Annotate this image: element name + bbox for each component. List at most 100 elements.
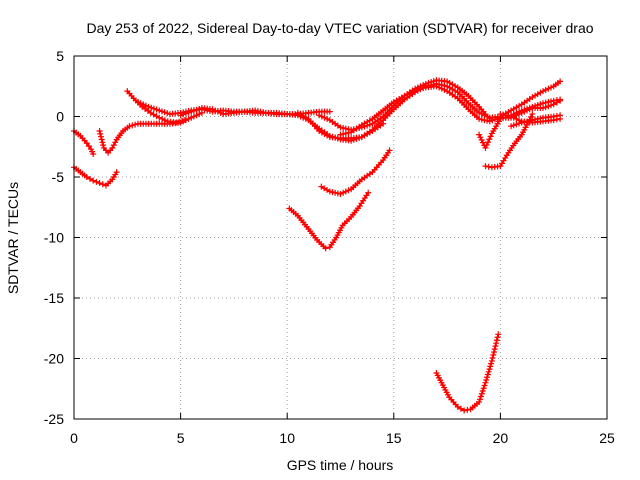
data-point — [140, 101, 147, 108]
data-point — [420, 85, 427, 92]
data-point — [454, 403, 461, 410]
data-point — [257, 108, 264, 115]
data-point — [476, 115, 483, 122]
data-point — [534, 102, 541, 109]
data-point — [485, 139, 492, 146]
data-point — [159, 115, 166, 122]
data-point — [90, 151, 97, 158]
data-point — [161, 117, 168, 124]
data-point — [477, 393, 484, 400]
data-point — [486, 118, 493, 125]
data-point — [494, 334, 501, 341]
data-point — [100, 142, 107, 149]
data-point — [484, 117, 491, 124]
data-point — [188, 114, 195, 121]
data-point — [476, 396, 483, 403]
data-point — [185, 109, 192, 116]
data-point — [485, 368, 492, 375]
data-point — [182, 110, 189, 117]
data-point — [412, 86, 419, 93]
data-point — [260, 109, 267, 116]
data-point — [340, 124, 347, 131]
data-point — [433, 83, 440, 90]
data-point — [483, 142, 490, 149]
data-point — [156, 114, 163, 121]
data-point — [326, 108, 333, 115]
data-point — [316, 112, 323, 119]
data-point — [492, 343, 499, 350]
data-point — [479, 139, 486, 146]
data-point — [158, 108, 165, 115]
data-point — [532, 102, 539, 109]
data-point — [478, 116, 485, 123]
x-tick-label: 15 — [386, 430, 402, 446]
data-point — [386, 147, 393, 154]
data-point — [321, 114, 328, 121]
data-point — [99, 139, 106, 146]
data-point — [164, 110, 171, 117]
data-point — [196, 105, 203, 112]
data-point — [337, 190, 344, 197]
x-axis-label: GPS time / hours — [287, 457, 394, 473]
data-point — [518, 107, 525, 114]
data-point — [476, 109, 483, 116]
data-point — [537, 101, 544, 108]
data-point — [318, 113, 325, 120]
data-point — [479, 387, 486, 394]
data-point — [516, 117, 523, 124]
data-point — [177, 112, 184, 119]
data-point — [480, 385, 487, 392]
data-point — [476, 399, 483, 406]
data-point — [491, 346, 498, 353]
data-point — [548, 84, 555, 91]
data-point — [326, 188, 333, 195]
data-point — [345, 187, 352, 194]
data-point — [134, 98, 141, 105]
data-point — [180, 111, 187, 118]
data-point — [485, 163, 492, 170]
data-point — [464, 406, 471, 413]
data-point — [148, 104, 155, 111]
data-point — [193, 112, 200, 119]
data-point — [482, 379, 489, 386]
data-point — [161, 109, 168, 116]
data-point — [495, 331, 502, 338]
data-series — [71, 77, 564, 414]
data-point — [252, 107, 259, 114]
data-point — [497, 111, 504, 118]
data-point — [553, 97, 560, 104]
data-point — [132, 121, 139, 128]
data-point — [337, 124, 344, 131]
data-point — [153, 106, 160, 113]
y-axis-label: SDTVAR / TECUs — [5, 182, 21, 294]
data-point — [214, 108, 221, 115]
data-point — [484, 371, 491, 378]
data-point — [414, 86, 421, 93]
data-point — [137, 100, 144, 107]
data-point — [340, 189, 347, 196]
data-point — [557, 115, 564, 122]
data-point — [98, 133, 105, 140]
data-point — [477, 134, 484, 141]
data-point — [488, 357, 495, 364]
data-point — [540, 100, 547, 107]
y-tick-label: 5 — [56, 48, 64, 64]
x-tick-label: 20 — [493, 430, 509, 446]
data-point — [342, 188, 349, 195]
series-track — [433, 331, 502, 414]
data-point — [542, 86, 549, 93]
data-point — [430, 78, 437, 85]
data-point — [505, 112, 512, 119]
data-point — [486, 136, 493, 143]
data-point — [365, 189, 372, 196]
data-point — [550, 117, 557, 124]
y-tick-label: -20 — [44, 351, 64, 367]
data-point — [83, 174, 90, 180]
series-track — [286, 189, 372, 252]
data-point — [510, 114, 517, 121]
data-point — [492, 116, 499, 123]
data-point — [521, 106, 528, 113]
data-point — [176, 118, 183, 125]
data-point — [557, 96, 564, 103]
data-point — [490, 352, 497, 359]
